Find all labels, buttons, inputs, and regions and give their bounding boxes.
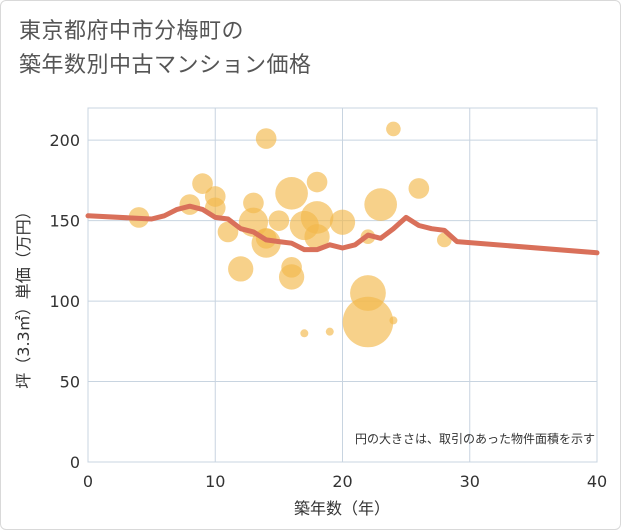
- x-tick-label: 20: [332, 472, 352, 491]
- bubble-point: [325, 327, 334, 336]
- bubble-point: [342, 296, 394, 348]
- bubble-point: [217, 221, 239, 243]
- y-tick-label: 200: [49, 131, 80, 150]
- bubble-size-note: 円の大きさは、取引のあった物件面積を示す: [355, 431, 595, 446]
- grid-lines: [88, 108, 597, 462]
- x-tick-labels: 0 10 20 30 40: [83, 472, 607, 491]
- x-tick-label: 10: [205, 472, 225, 491]
- bubble-point: [300, 329, 309, 338]
- bubble-point: [306, 171, 328, 193]
- trend-series: [85, 203, 600, 256]
- x-tick-label: 30: [460, 472, 480, 491]
- chart-title: 東京都府中市分梅町の 築年数別中古マンション価格: [19, 19, 312, 78]
- bubble-point: [364, 188, 397, 221]
- bubble-point: [408, 178, 430, 199]
- bubble-point: [304, 224, 330, 250]
- bubble-point: [243, 192, 264, 214]
- bubble-point: [275, 176, 308, 210]
- bubble-point: [300, 201, 334, 234]
- y-tick-label: 100: [49, 292, 80, 311]
- bubble-point: [278, 264, 305, 290]
- x-axis-title: 築年数（年）: [294, 499, 390, 518]
- bubble-point: [228, 256, 254, 282]
- bubble-point: [329, 209, 356, 235]
- y-tick-label: 150: [49, 212, 80, 231]
- x-tick-label: 40: [587, 472, 607, 491]
- bubble-point: [255, 128, 277, 149]
- bubble-point: [389, 316, 398, 325]
- bubble-series: [128, 121, 452, 348]
- trend-line: [85, 203, 600, 256]
- y-axis-title: 坪（3.3㎡）単価（万円）: [14, 203, 33, 388]
- y-tick-label: 0: [70, 453, 80, 472]
- y-tick-label: 50: [60, 373, 80, 392]
- bubble-point: [192, 173, 213, 194]
- y-tick-labels: 0 50 100 150 200: [49, 131, 80, 472]
- bubble-point: [268, 210, 290, 231]
- bubble-point: [386, 121, 401, 137]
- x-tick-label: 0: [83, 472, 93, 491]
